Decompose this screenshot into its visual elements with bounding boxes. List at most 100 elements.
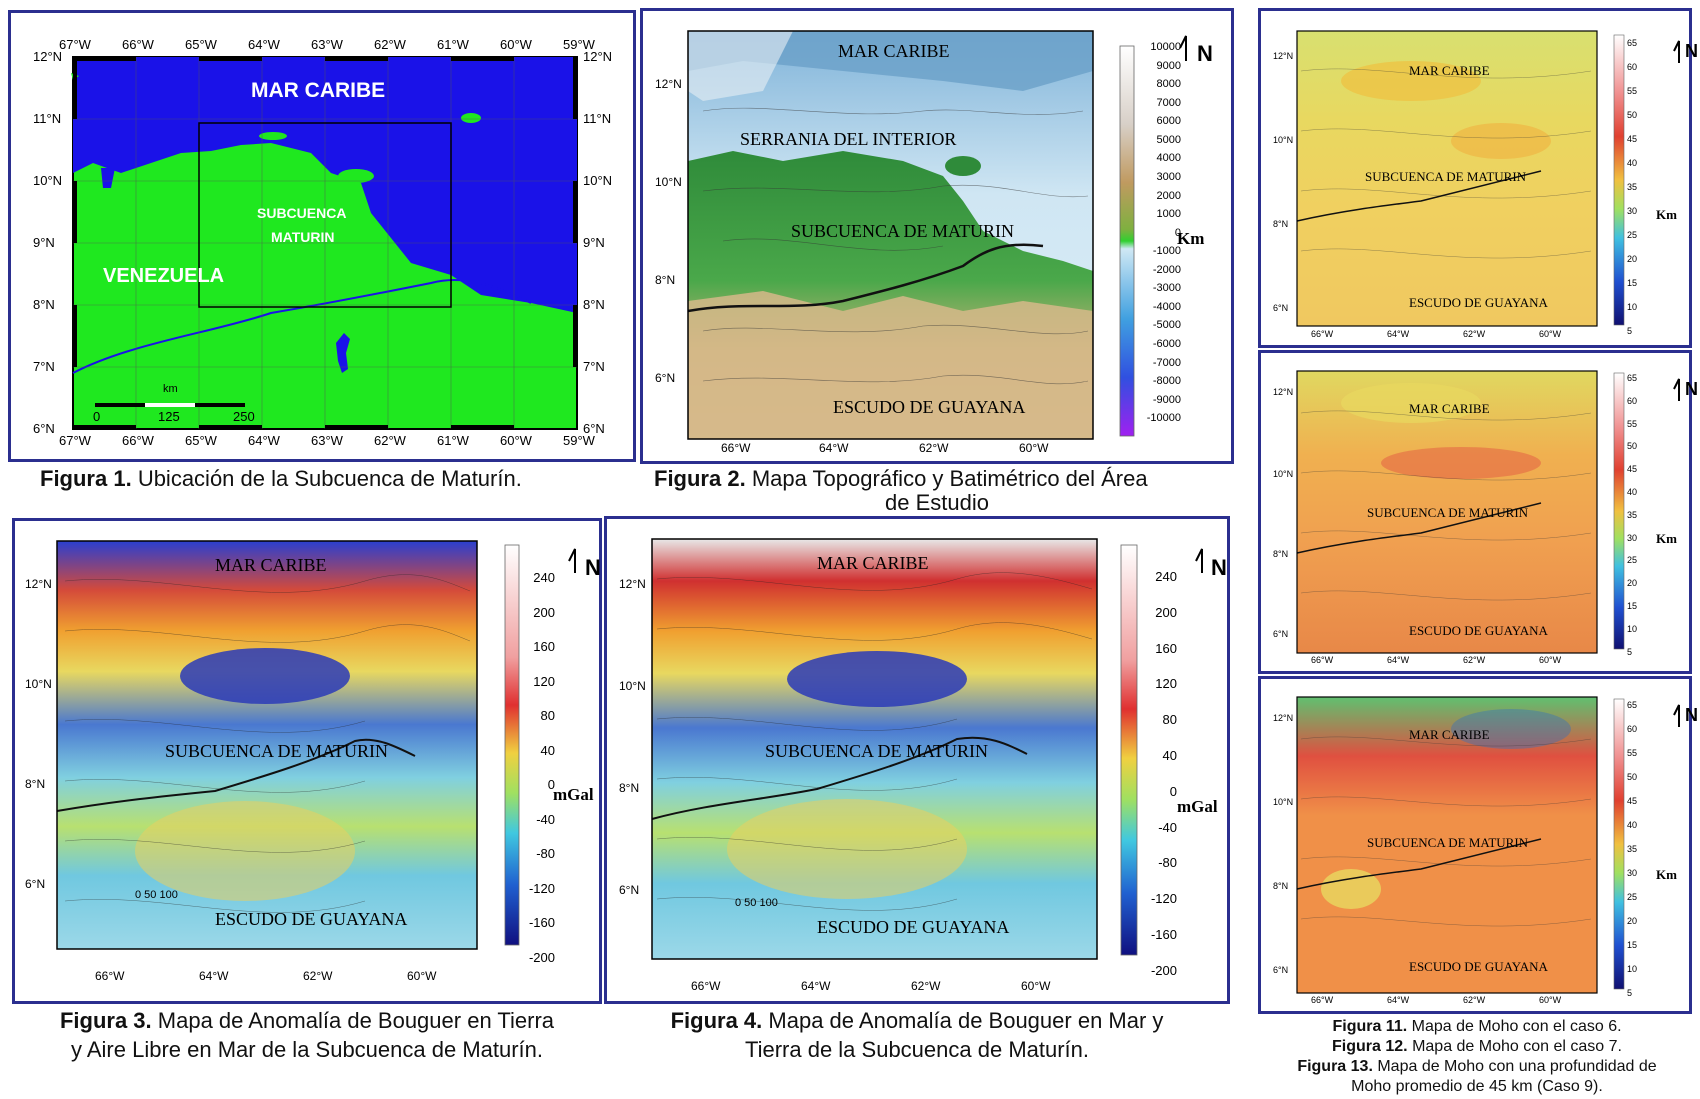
- lon-tick: 64°W: [819, 441, 849, 455]
- lat-tick: 11°N: [583, 111, 612, 126]
- lon-tick: 62°W: [374, 433, 406, 448]
- lat-tick: 8°N: [25, 777, 46, 791]
- figure-2-caption: Figura 2. Mapa Topográfico y Batimétrico…: [654, 465, 1148, 493]
- lon-tick: 61°W: [437, 433, 469, 448]
- cb-tick: 9000: [1156, 59, 1181, 72]
- scale-label: 0 50 100: [135, 889, 178, 901]
- figure-4-caption-line-2: Tierra de la Subcuenca de Maturín.: [604, 1036, 1230, 1064]
- lat-tick: 10°N: [33, 173, 63, 188]
- colorbar-labels: 65 60 55 50 45 40 35 30 25 20 15 10 5: [1627, 693, 1647, 1005]
- figure-2-number: Figura 2.: [654, 466, 746, 491]
- lat-tick: 8°N: [655, 273, 676, 287]
- cb-tick: 25: [1627, 892, 1638, 902]
- cb-tick: 15: [1627, 600, 1638, 611]
- lon-tick: 59°W: [563, 433, 595, 448]
- lon-tick: 62°W: [374, 37, 406, 52]
- lon-tick: 63°W: [311, 37, 343, 52]
- figure-12-caption: Figura 12. Mapa de Moho con el caso 7.: [1262, 1037, 1692, 1057]
- label-mar-caribe: MAR CARIBE: [817, 553, 929, 573]
- cb-tick: 160: [533, 639, 555, 654]
- lon-tick: 64°W: [248, 37, 280, 52]
- figure-3-text-2: y Aire Libre en Mar de la Subcuenca de M…: [70, 1037, 544, 1062]
- cb-tick: 80: [1162, 712, 1177, 728]
- label-escudo: ESCUDO DE GUAYANA: [1409, 959, 1548, 974]
- lat-tick: 10°N: [1273, 469, 1294, 479]
- lon-tick: 65°W: [185, 37, 217, 52]
- lon-tick: 64°W: [1387, 329, 1410, 339]
- cb-tick: 10000: [1150, 41, 1181, 53]
- cb-tick: 20: [1627, 916, 1638, 926]
- lat-tick: 6°N: [25, 877, 46, 891]
- label-escudo: ESCUDO DE GUAYANA: [817, 917, 1010, 937]
- cb-tick: -160: [528, 915, 555, 930]
- cb-tick: -2000: [1152, 263, 1181, 276]
- lat-tick: 8°N: [583, 297, 605, 312]
- lat-tick: 8°N: [1273, 219, 1289, 229]
- cb-tick: -160: [1150, 926, 1177, 942]
- figure-2-caption-line-2: de Estudio: [640, 489, 1234, 511]
- figure-1-number: Figura 1.: [40, 466, 132, 491]
- unit-label: Km: [1656, 531, 1677, 546]
- cb-tick: 120: [533, 673, 555, 689]
- lon-tick: 63°W: [311, 433, 343, 448]
- cb-tick: 1000: [1156, 208, 1181, 221]
- cb-tick: 10: [1627, 964, 1638, 974]
- cb-tick: 20: [1627, 578, 1638, 589]
- figure-4-text-2: Tierra de la Subcuenca de Maturín.: [744, 1037, 1090, 1062]
- scale-label: 0 50 100: [735, 897, 778, 909]
- lon-tick: 60°W: [1019, 441, 1049, 455]
- figure-1-text: Ubicación de la Subcuenca de Maturín.: [137, 466, 522, 491]
- figure-1-caption: Figura 1. Ubicación de la Subcuenca de M…: [40, 465, 522, 493]
- figure-12-moho-map: [1296, 370, 1680, 654]
- north-label: N: [1685, 41, 1698, 61]
- basin-label-2: MATURIN: [271, 229, 335, 245]
- basin-label-1: SUBCUENCA: [257, 205, 347, 221]
- figure-3-panel: MAR CARIBE SUBCUENCA DE MATURIN ESCUDO D…: [12, 518, 602, 1004]
- cb-tick: -40: [1158, 819, 1177, 835]
- cb-tick: 80: [540, 708, 555, 723]
- label-subcuenca: SUBCUENCA DE MATURIN: [765, 741, 989, 761]
- lat-tick: 6°N: [33, 421, 55, 436]
- caption-text: Mapa de Moho con el caso 6.: [1411, 1018, 1622, 1035]
- lon-tick: 66°W: [95, 969, 125, 983]
- lon-tick: 60°W: [1539, 995, 1562, 1005]
- lat-tick: 8°N: [1273, 881, 1289, 891]
- label-subcuenca: SUBCUENCA DE MATURIN: [1367, 835, 1529, 850]
- lon-tick: 61°W: [437, 37, 469, 52]
- north-label: N: [1685, 379, 1698, 399]
- lon-tick: 64°W: [248, 433, 280, 448]
- figure-4-text: Mapa de Anomalía de Bouguer en Mar y: [768, 1008, 1164, 1033]
- label-subcuenca: SUBCUENCA DE MATURIN: [791, 221, 1015, 241]
- scale-unit: km: [163, 383, 178, 395]
- cb-tick: 240: [533, 570, 555, 585]
- lat-tick: 12°N: [25, 577, 52, 591]
- cb-tick: 35: [1627, 182, 1638, 192]
- figure-12-panel: MAR CARIBE SUBCUENCA DE MATURIN ESCUDO D…: [1258, 350, 1698, 674]
- lon-tick: 59°W: [563, 37, 595, 52]
- unit-label: mGal: [1177, 797, 1218, 816]
- cb-tick: 30: [1627, 206, 1638, 216]
- cb-tick: 5: [1627, 988, 1633, 998]
- figure-2-text: Mapa Topográfico y Batimétrico del Área: [751, 466, 1148, 491]
- cb-tick: -120: [1150, 891, 1177, 907]
- cb-tick: 55: [1627, 748, 1638, 758]
- label-subcuenca: SUBCUENCA DE MATURIN: [165, 741, 389, 761]
- caption-text: Mapa de Moho con el caso 7.: [1412, 1038, 1622, 1055]
- figure-3-number: Figura 3.: [59, 1008, 152, 1033]
- figure-3-bouguer-map: [56, 540, 576, 950]
- figure-2-panel: MAR CARIBE SERRANIA DEL INTERIOR SUBCUEN…: [640, 8, 1234, 464]
- cb-tick: 5: [1627, 326, 1633, 336]
- cb-tick: 40: [1627, 486, 1638, 497]
- lat-tick: 10°N: [619, 679, 646, 693]
- lon-tick: 67°W: [59, 433, 91, 448]
- cb-tick: -40: [536, 811, 555, 827]
- cb-tick: 15: [1627, 940, 1638, 950]
- unit-label: mGal: [553, 785, 594, 804]
- lon-tick: 66°W: [1311, 995, 1334, 1005]
- cb-tick: 10: [1627, 623, 1638, 634]
- lon-tick: 66°W: [122, 433, 154, 448]
- colorbar-labels: 240 200 160 120 80 40 0 -40 -80 -120 -16…: [1137, 559, 1177, 989]
- cb-tick: -80: [536, 846, 555, 861]
- lon-tick: 66°W: [1311, 655, 1334, 665]
- cb-tick: -9000: [1152, 393, 1181, 406]
